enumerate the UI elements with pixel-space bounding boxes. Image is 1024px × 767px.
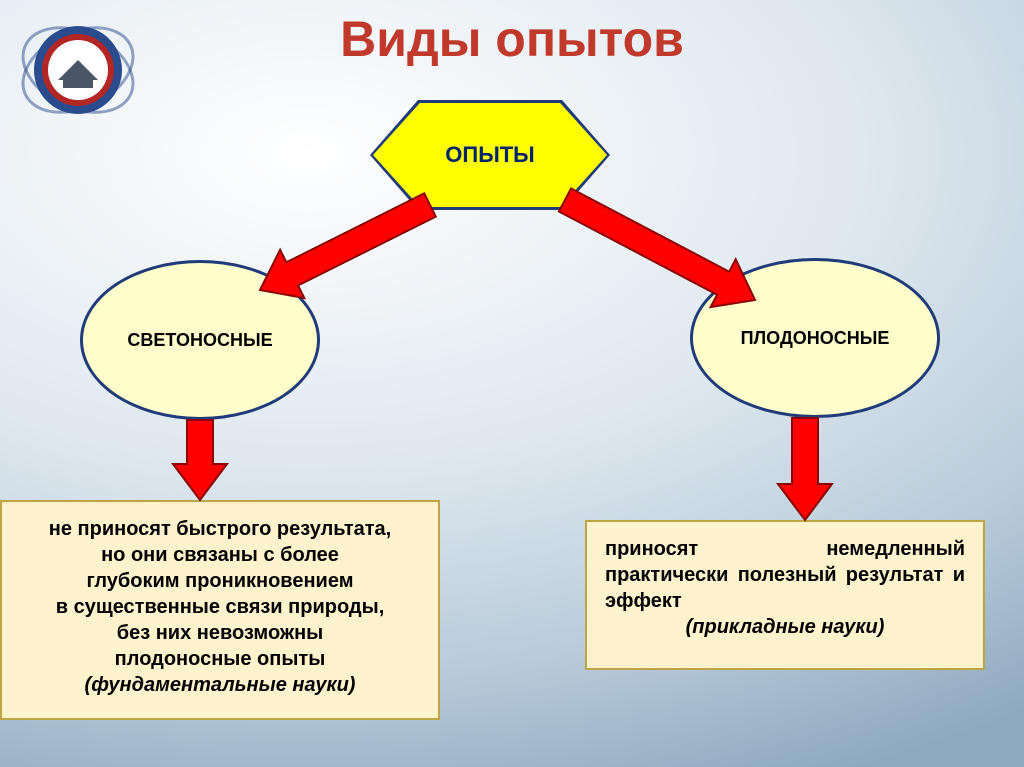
arrow-1 [559, 189, 755, 308]
arrows-layer [0, 0, 1024, 767]
arrow-0 [260, 193, 436, 298]
arrow-2 [173, 420, 227, 500]
arrow-3 [778, 418, 832, 520]
